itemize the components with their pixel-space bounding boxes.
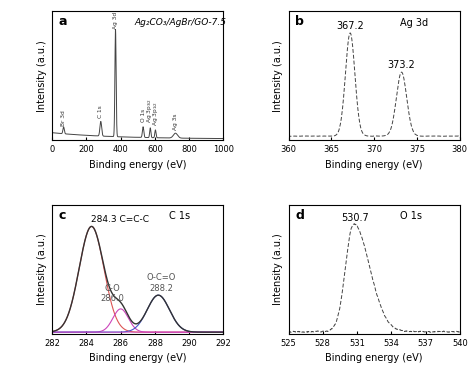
X-axis label: Binding energy (eV): Binding energy (eV) — [89, 353, 187, 363]
X-axis label: Binding energy (eV): Binding energy (eV) — [325, 160, 423, 170]
Text: b: b — [295, 15, 304, 28]
Text: Ag 3d: Ag 3d — [113, 12, 118, 29]
Text: Ag 3p$_{3/2}$: Ag 3p$_{3/2}$ — [146, 98, 155, 123]
Text: Ag 3s: Ag 3s — [173, 113, 178, 129]
Y-axis label: Intensity (a.u.): Intensity (a.u.) — [273, 233, 283, 305]
Text: d: d — [295, 209, 304, 222]
Text: 530.7: 530.7 — [341, 213, 369, 223]
Text: 284.3 C=C-C: 284.3 C=C-C — [91, 215, 149, 224]
Y-axis label: Intensity (a.u.): Intensity (a.u.) — [36, 40, 46, 112]
Text: 367.2: 367.2 — [336, 21, 364, 31]
X-axis label: Binding energy (eV): Binding energy (eV) — [325, 353, 423, 363]
Text: O-C=O
288.2: O-C=O 288.2 — [146, 273, 175, 292]
Text: 373.2: 373.2 — [388, 60, 415, 70]
Text: O 1s: O 1s — [141, 108, 146, 122]
Text: O 1s: O 1s — [400, 211, 422, 221]
X-axis label: Binding energy (eV): Binding energy (eV) — [89, 160, 187, 170]
Text: Br 3d: Br 3d — [61, 110, 66, 126]
Text: C 1s: C 1s — [169, 211, 190, 221]
Text: C-O
286.0: C-O 286.0 — [100, 284, 124, 303]
Text: Ag 3d: Ag 3d — [400, 18, 428, 28]
Text: Ag₂CO₃/AgBr/GO-7.5: Ag₂CO₃/AgBr/GO-7.5 — [134, 18, 227, 27]
Text: c: c — [59, 209, 66, 222]
Text: Ag 3p$_{1/2}$: Ag 3p$_{1/2}$ — [151, 100, 160, 126]
Text: C 1s: C 1s — [98, 106, 103, 118]
Y-axis label: Intensity (a.u.): Intensity (a.u.) — [36, 233, 46, 305]
Y-axis label: Intensity (a.u.): Intensity (a.u.) — [273, 40, 283, 112]
Text: a: a — [59, 15, 67, 28]
